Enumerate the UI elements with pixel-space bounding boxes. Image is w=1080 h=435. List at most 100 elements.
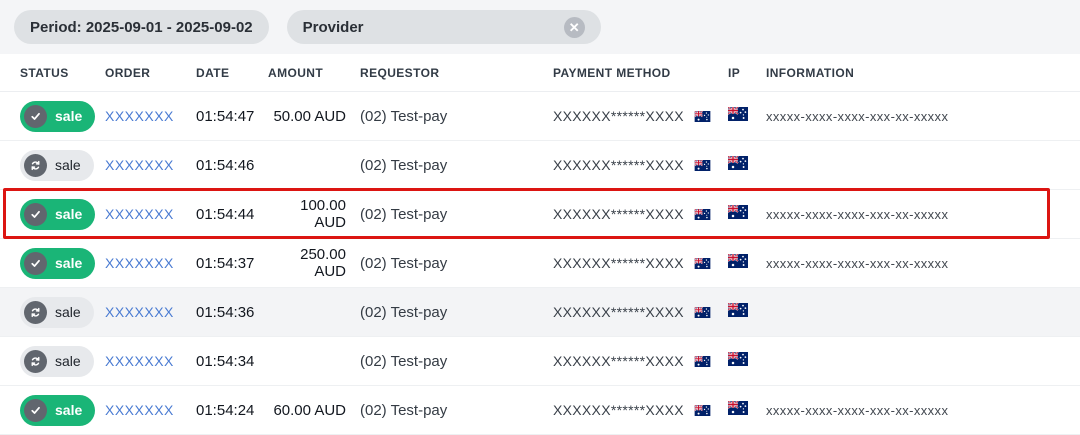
period-filter-chip[interactable]: Period: 2025-09-01 - 2025-09-02: [14, 10, 269, 44]
payment-method-value: XXXXXX******XXXX: [553, 353, 684, 369]
information-cell: xxxxx-xxxx-xxxx-xxx-xx-xxxxx: [766, 402, 949, 418]
provider-filter-label: Provider: [302, 18, 364, 36]
check-icon: [24, 251, 47, 275]
order-link[interactable]: XXXXXXX: [105, 205, 174, 222]
order-link[interactable]: XXXXXXX: [105, 254, 174, 271]
status-badge-label: sale: [55, 108, 83, 124]
requestor-cell: (02) Test-pay: [360, 205, 448, 223]
amount-cell: 100.00 AUD: [300, 197, 346, 231]
status-badge: sale: [20, 149, 94, 181]
clear-icon[interactable]: ✕: [563, 16, 585, 38]
order-link[interactable]: XXXXXXX: [105, 401, 174, 418]
table-row: sale XXXXXXX 01:54:47 50.00 AUD (02) Test-pa…: [0, 92, 1080, 141]
status-badge: sale: [20, 345, 94, 377]
status-badge-label: sale: [55, 304, 81, 320]
requestor-cell: (02) Test-pay: [360, 303, 448, 321]
order-link[interactable]: XXXXXXX: [105, 303, 174, 320]
column-header-requestor: REQUESTOR: [360, 65, 440, 80]
payment-method-cell: XXXXXX******XXXX: [553, 353, 728, 369]
status-badge-label: sale: [55, 402, 83, 418]
status-cell: sale: [20, 394, 105, 426]
check-icon: [24, 398, 47, 422]
requestor-cell: (02) Test-pay: [360, 254, 448, 272]
australia-flag-icon: [694, 306, 711, 318]
amount-cell: 50.00 AUD: [273, 107, 346, 125]
payment-method-cell: XXXXXX******XXXX: [553, 157, 728, 173]
order-cell: XXXXXXX: [105, 255, 196, 272]
status-badge-label: sale: [55, 255, 83, 271]
australia-flag-icon: [728, 401, 748, 415]
ip-cell: [728, 254, 766, 272]
information-cell: xxxxx-xxxx-xxxx-xxx-xx-xxxxx: [766, 255, 949, 271]
status-badge-label: sale: [55, 157, 81, 173]
ip-cell: [728, 107, 766, 125]
payment-method-value: XXXXXX******XXXX: [553, 304, 684, 320]
order-link[interactable]: XXXXXXX: [105, 107, 174, 124]
status-cell: sale: [20, 100, 105, 132]
table-row: sale XXXXXXX 01:54:24 60.00 AUD (02) Test-pa…: [0, 386, 1080, 435]
australia-flag-icon: [728, 107, 748, 121]
date-cell: 01:54:34: [196, 352, 255, 370]
table-row: sale XXXXXXX 01:54:44 100.00 AUD (02) Test-p…: [0, 188, 1080, 239]
ip-cell: [728, 303, 766, 321]
status-badge: sale: [20, 296, 94, 328]
payment-method-value: XXXXXX******XXXX: [553, 402, 684, 418]
payment-method-cell: XXXXXX******XXXX: [553, 304, 728, 320]
check-icon: [24, 104, 47, 128]
table-body: sale XXXXXXX 01:54:47 50.00 AUD (02) Test-pa…: [0, 92, 1080, 435]
payment-method-value: XXXXXX******XXXX: [553, 206, 684, 222]
payment-method-cell: XXXXXX******XXXX: [553, 255, 728, 271]
column-header-payment-method: PAYMENT METHOD: [553, 65, 671, 80]
payment-method-value: XXXXXX******XXXX: [553, 108, 684, 124]
column-header-status: STATUS: [20, 65, 69, 80]
order-cell: XXXXXXX: [105, 108, 196, 125]
status-cell: sale: [20, 198, 105, 230]
table-row: sale XXXXXXX 01:54:36 (02) Test-pay XXXXXX**…: [0, 288, 1080, 337]
order-cell: XXXXXXX: [105, 402, 196, 419]
status-cell: sale: [20, 247, 105, 279]
date-cell: 01:54:47: [196, 107, 255, 125]
provider-filter-chip[interactable]: Provider ✕: [286, 10, 601, 44]
australia-flag-icon: [694, 159, 711, 171]
column-header-ip: IP: [728, 65, 741, 80]
information-cell: xxxxx-xxxx-xxxx-xxx-xx-xxxxx: [766, 108, 949, 124]
order-link[interactable]: XXXXXXX: [105, 156, 174, 173]
status-badge: sale: [20, 247, 96, 279]
table-row: sale XXXXXXX 01:54:46 (02) Test-pay XXXXXX**…: [0, 141, 1080, 190]
ip-cell: [728, 156, 766, 174]
order-cell: XXXXXXX: [105, 304, 196, 321]
status-badge: sale: [20, 198, 96, 230]
period-filter-label: Period: 2025-09-01 - 2025-09-02: [30, 18, 253, 36]
australia-flag-icon: [728, 303, 748, 317]
ip-cell: [728, 401, 766, 419]
table-row: sale XXXXXXX 01:54:34 (02) Test-pay XXXXXX**…: [0, 337, 1080, 386]
status-badge: sale: [20, 100, 96, 132]
australia-flag-icon: [694, 110, 711, 122]
date-cell: 01:54:24: [196, 401, 255, 419]
table-header: STATUS ORDER DATE AMOUNT REQUESTOR PAYME…: [0, 54, 1080, 92]
payment-method-cell: XXXXXX******XXXX: [553, 402, 728, 418]
filter-bar: Period: 2025-09-01 - 2025-09-02 Provider…: [0, 0, 1080, 54]
australia-flag-icon: [694, 404, 711, 416]
table-row: sale XXXXXXX 01:54:37 250.00 AUD (02) Test-p…: [0, 239, 1080, 288]
refresh-icon: [24, 153, 47, 177]
status-cell: sale: [20, 149, 105, 181]
payment-method-cell: XXXXXX******XXXX: [553, 108, 728, 124]
status-badge-label: sale: [55, 353, 81, 369]
payment-method-cell: XXXXXX******XXXX: [553, 206, 728, 222]
australia-flag-icon: [694, 208, 711, 220]
date-cell: 01:54:36: [196, 303, 255, 321]
australia-flag-icon: [728, 254, 748, 268]
status-badge: sale: [20, 394, 96, 426]
status-cell: sale: [20, 345, 105, 377]
refresh-icon: [24, 349, 47, 373]
check-icon: [24, 202, 47, 226]
australia-flag-icon: [694, 257, 711, 269]
amount-cell: 250.00 AUD: [300, 246, 346, 280]
order-link[interactable]: XXXXXXX: [105, 352, 174, 369]
column-header-order: ORDER: [105, 65, 151, 80]
order-cell: XXXXXXX: [105, 206, 196, 223]
date-cell: 01:54:37: [196, 254, 255, 272]
requestor-cell: (02) Test-pay: [360, 401, 448, 419]
column-header-date: DATE: [196, 65, 230, 80]
